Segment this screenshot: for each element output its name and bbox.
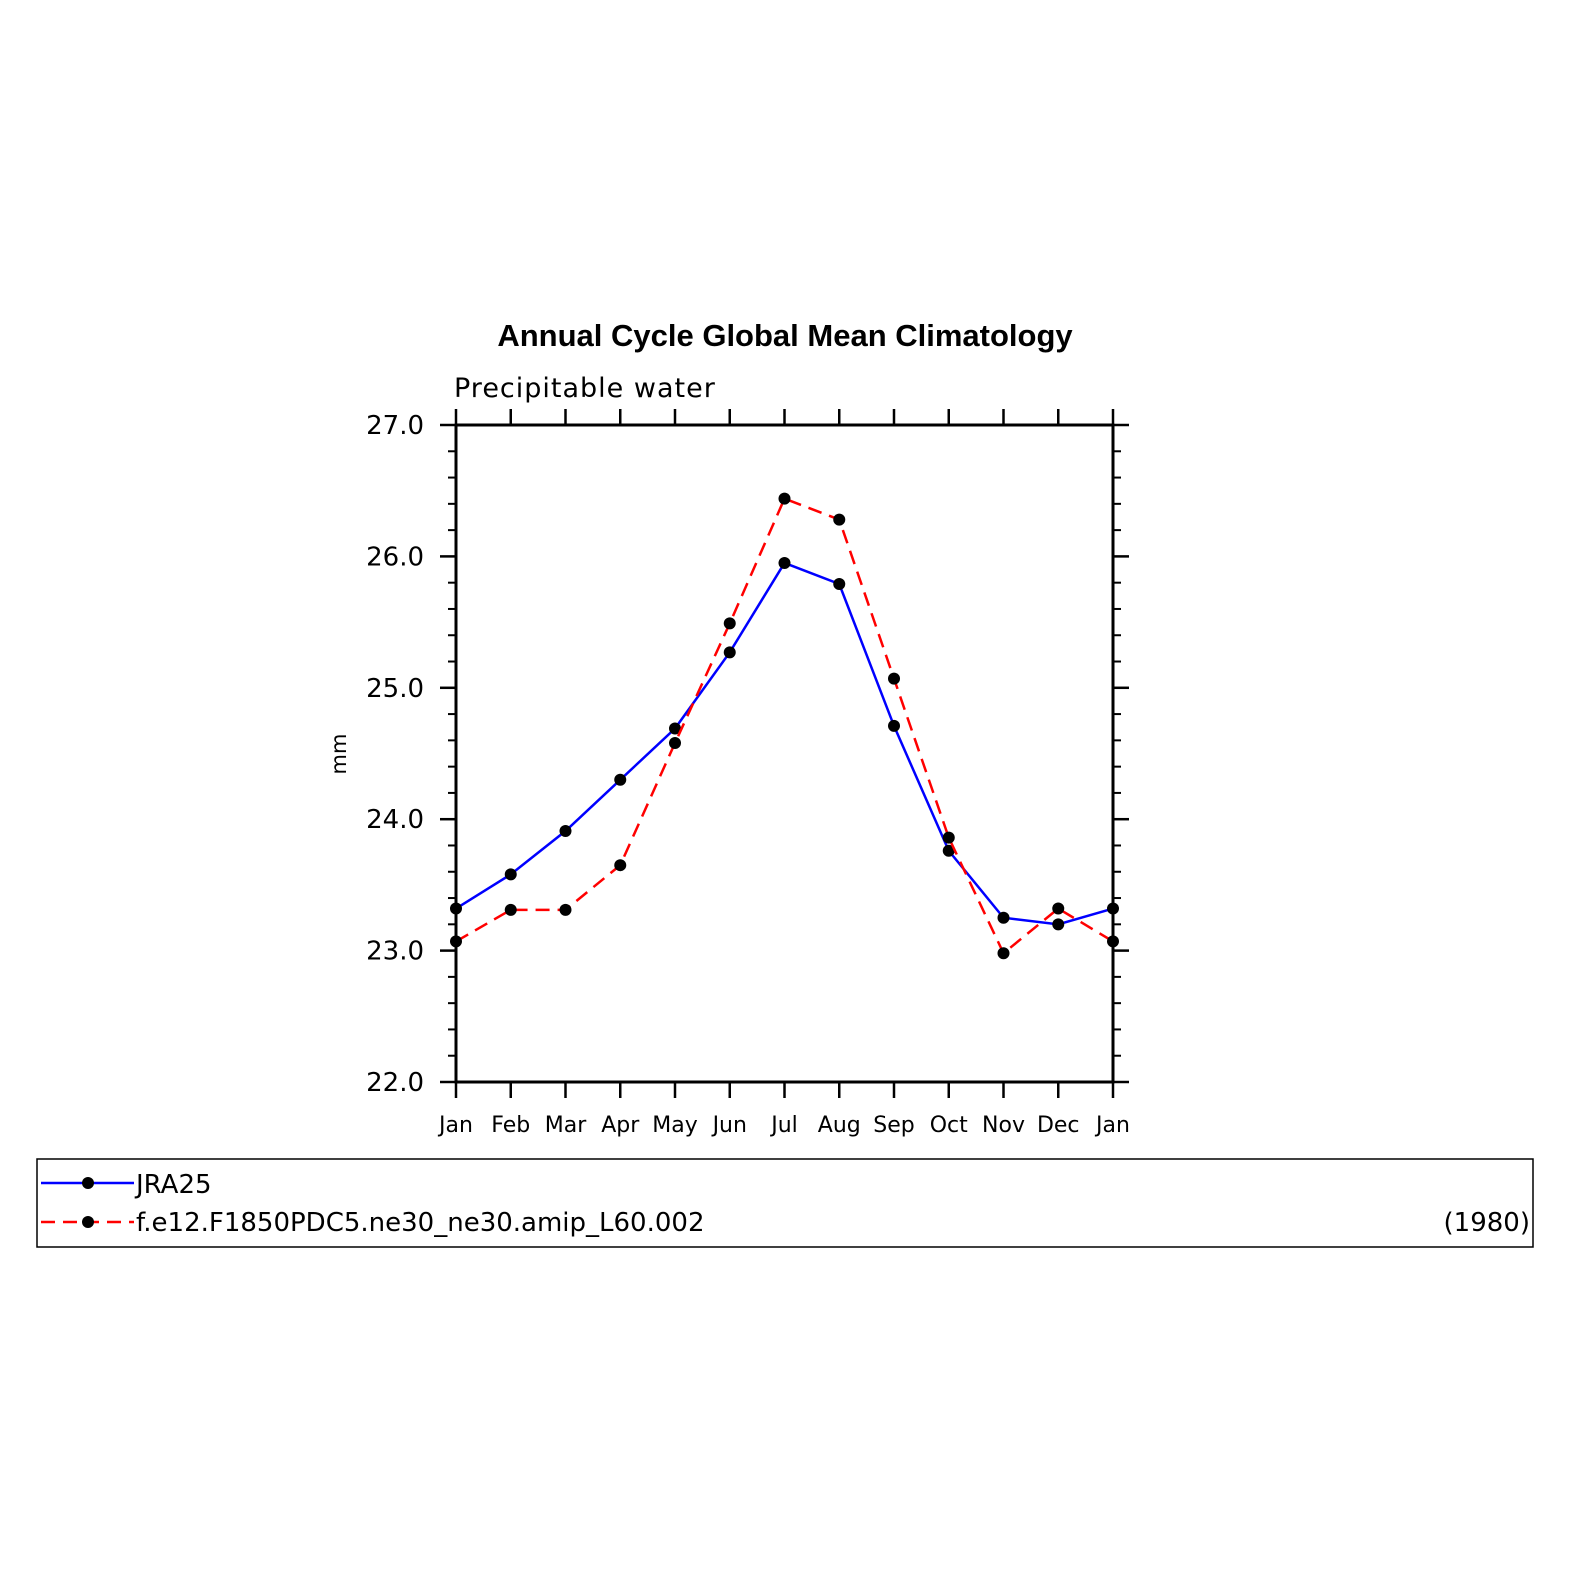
data-point: [504, 903, 517, 916]
data-point: [723, 646, 736, 659]
x-tick-label: Dec: [1037, 1113, 1080, 1138]
data-point: [669, 722, 681, 735]
legend-box: [36, 1158, 1534, 1248]
data-point: [942, 831, 955, 844]
y-tick-label: 27.0: [366, 411, 424, 441]
data-point: [778, 492, 791, 505]
x-tick-label: Jul: [769, 1113, 798, 1138]
data-point: [504, 868, 517, 881]
data-point: [450, 935, 462, 948]
data-point: [833, 513, 846, 526]
series-layer: [450, 492, 1119, 960]
data-point: [888, 719, 900, 732]
x-tick-label: Oct: [930, 1113, 968, 1138]
x-tick-label: Aug: [818, 1113, 861, 1138]
y-tick-label: 25.0: [366, 674, 424, 704]
x-tick-label: Feb: [491, 1113, 530, 1138]
data-point: [559, 903, 572, 916]
data-point: [723, 617, 736, 630]
x-tick-label: Sep: [873, 1113, 914, 1138]
data-point: [1052, 918, 1065, 931]
data-point: [1107, 935, 1119, 948]
x-tick-label: Apr: [601, 1113, 640, 1138]
data-point: [997, 911, 1010, 924]
legend-marker-jra25: [82, 1177, 94, 1189]
legend-item-model: f.e12.F1850PDC5.ne30_ne30.amip_L60.002 (…: [41, 1208, 1530, 1238]
axis-ticks: 22.0 23.0 24.0 25.0 26.0 27.0 Jan Feb Mar Apr May J…: [366, 409, 1130, 1138]
data-point: [997, 947, 1010, 960]
legend-item-jra25: JRA25: [41, 1170, 212, 1200]
x-tick-label: May: [652, 1113, 697, 1138]
data-point: [1107, 902, 1119, 915]
x-tick-label: Jan: [1094, 1113, 1130, 1138]
x-tick-label: Mar: [545, 1113, 587, 1138]
data-point: [450, 902, 462, 915]
data-point: [669, 736, 681, 749]
x-tick-label: Jan: [437, 1113, 473, 1138]
legend-marker-model: [82, 1216, 94, 1228]
y-tick-label: 26.0: [366, 542, 424, 572]
y-tick-label: 23.0: [366, 937, 424, 967]
series-jra25: [450, 556, 1119, 931]
data-point: [888, 672, 900, 685]
y-axis-label: mm: [327, 734, 351, 775]
y-tick-label: 24.0: [366, 805, 424, 835]
data-point: [833, 577, 846, 590]
legend-note: (1980): [1444, 1208, 1530, 1238]
data-point: [614, 859, 627, 872]
series-line: [455, 561, 1114, 926]
data-point: [559, 825, 572, 838]
x-tick-label: Jun: [711, 1113, 747, 1138]
legend-label-jra25: JRA25: [134, 1170, 212, 1200]
data-point: [942, 844, 955, 857]
data-point: [614, 773, 627, 786]
data-point: [1052, 902, 1065, 915]
plot-frame: [454, 423, 1115, 1084]
x-tick-label: Nov: [982, 1113, 1025, 1138]
series-model: [450, 492, 1119, 960]
y-tick-label: 22.0: [366, 1068, 424, 1098]
data-point: [778, 556, 791, 569]
chart-subtitle: Precipitable water: [454, 373, 716, 404]
legend-label-model: f.e12.F1850PDC5.ne30_ne30.amip_L60.002: [136, 1208, 704, 1238]
chart-title: Annual Cycle Global Mean Climatology: [497, 318, 1073, 353]
